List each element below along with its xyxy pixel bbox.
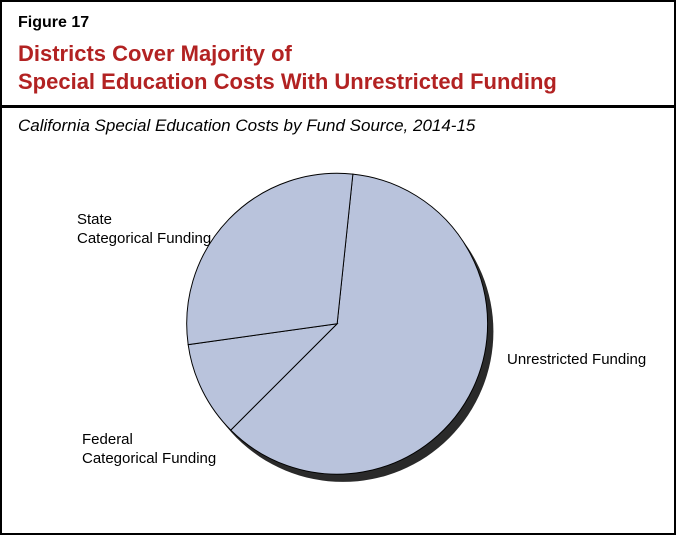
figure-container: Figure 17 Districts Cover Majority of Sp… bbox=[0, 0, 676, 535]
figure-title: Districts Cover Majority of Special Educ… bbox=[2, 36, 674, 105]
slice-label-state: StateCategorical Funding bbox=[77, 211, 211, 249]
slice-label-unrestricted: Unrestricted Funding bbox=[507, 351, 646, 370]
pie-chart-area: Unrestricted Funding FederalCategorical … bbox=[2, 136, 674, 516]
pie-chart-svg bbox=[177, 161, 507, 501]
figure-subtitle: California Special Education Costs by Fu… bbox=[2, 108, 674, 136]
title-line-1: Districts Cover Majority of bbox=[18, 41, 292, 66]
figure-number: Figure 17 bbox=[2, 2, 674, 36]
pie-slice bbox=[187, 173, 353, 344]
title-line-2: Special Education Costs With Unrestricte… bbox=[18, 69, 557, 94]
slice-label-federal: FederalCategorical Funding bbox=[82, 431, 216, 469]
